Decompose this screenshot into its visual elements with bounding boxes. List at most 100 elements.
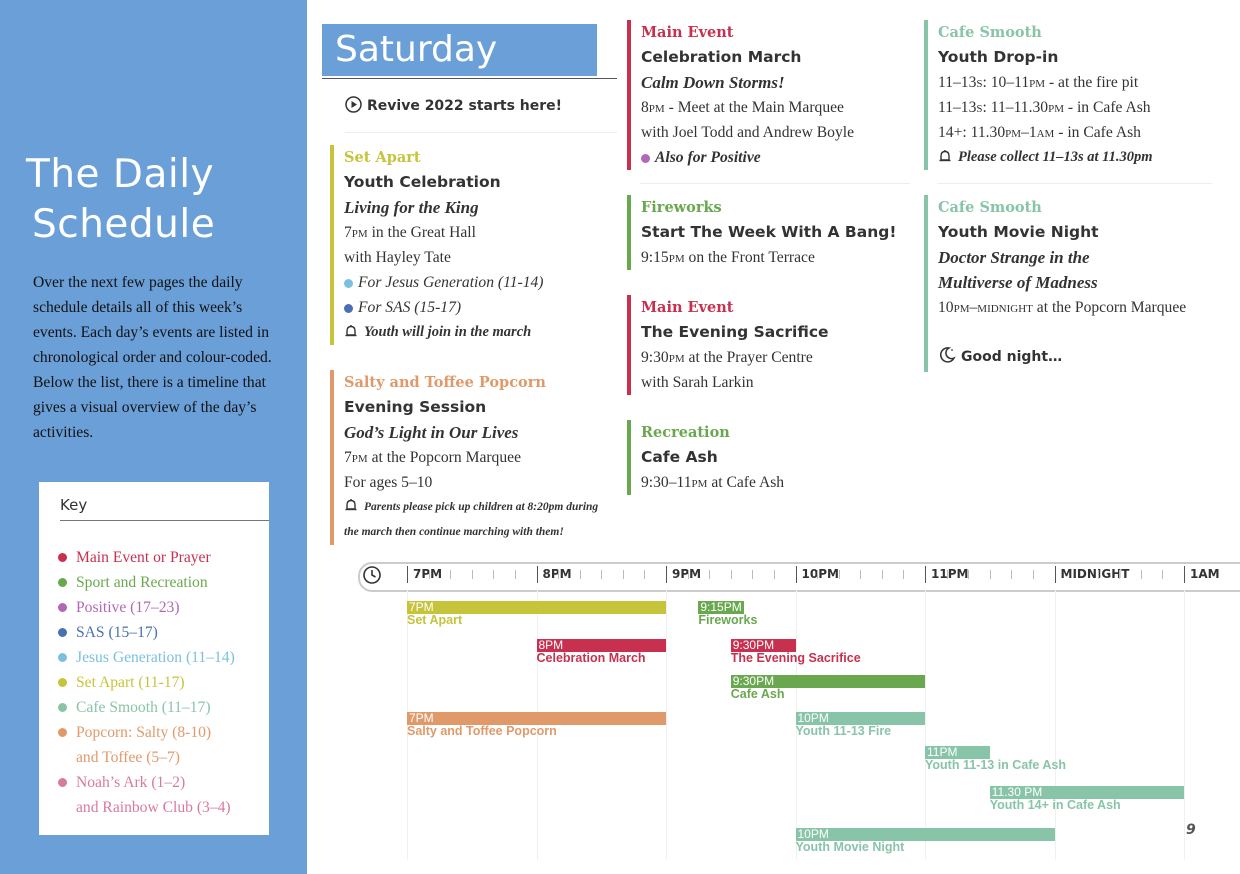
tick-label: 10PM bbox=[801, 567, 839, 581]
key-item: Set Apart (11-17) bbox=[57, 670, 235, 695]
audience-line: For SAS (15-17) bbox=[344, 295, 614, 320]
note-text: Youth will join in the march bbox=[364, 324, 532, 340]
moon-icon bbox=[939, 347, 956, 363]
key-label: Cafe Smooth (11–17) bbox=[76, 699, 211, 716]
audience-dot bbox=[641, 154, 650, 163]
event-host: with Sarah Larkin bbox=[641, 374, 754, 391]
goodnight-text: Good night… bbox=[961, 349, 1063, 365]
note-text: Parents please pick up children at 8:20p… bbox=[364, 501, 599, 513]
tick-major bbox=[1184, 566, 1185, 583]
schedule-time: 11–13s: 10–11pm bbox=[938, 74, 1046, 91]
tick-label: 9PM bbox=[672, 567, 702, 581]
timeline-bar bbox=[698, 601, 744, 614]
timeline-bar bbox=[730, 639, 796, 652]
event-title: Start The Week With A Bang! bbox=[641, 223, 897, 241]
event-place: at the Prayer Centre bbox=[684, 349, 813, 366]
event-category: Cafe Smooth bbox=[938, 24, 1042, 41]
divider bbox=[937, 183, 1212, 184]
key-item: Positive (17–23) bbox=[57, 595, 235, 620]
event-category: Salty and Toffee Popcorn bbox=[344, 374, 546, 391]
event-title: Youth Drop-in bbox=[938, 48, 1059, 66]
bar-label: Fireworks bbox=[698, 613, 758, 627]
key-color-dot bbox=[58, 553, 67, 562]
bar-time: 10PM bbox=[797, 827, 829, 841]
key-label: Set Apart (11-17) bbox=[76, 674, 185, 691]
timeline-bar bbox=[795, 828, 1055, 841]
event-time-place: 9:30–11pm at Cafe Ash bbox=[641, 470, 911, 495]
bar-time: 11PM bbox=[927, 745, 958, 759]
key-list: Main Event or Prayer Sport and Recreation… bbox=[57, 545, 235, 820]
event-fireworks: Fireworks Start The Week With A Bang! 9:… bbox=[627, 195, 911, 270]
schedule-line: 11–13s: 10–11pm - at the fire pit bbox=[938, 70, 1223, 95]
key-color-dot bbox=[58, 603, 67, 612]
divider bbox=[345, 132, 617, 133]
bar-time: 7PM bbox=[409, 600, 434, 614]
schedule-time: 14+: 11.30pm–1am bbox=[938, 124, 1055, 141]
key-label: Jesus Generation (11–14) bbox=[76, 649, 235, 666]
schedule-line: 11–13s: 11–11.30pm - in Cafe Ash bbox=[938, 95, 1223, 120]
grid-line bbox=[925, 590, 926, 860]
start-text: Revive 2022 starts here! bbox=[367, 98, 563, 114]
tick-major bbox=[1054, 566, 1056, 583]
title-line-1: The Daily bbox=[26, 152, 215, 197]
audience-line: Also for Positive bbox=[641, 145, 911, 170]
schedule-time: 11–13s: 11–11.30pm bbox=[938, 99, 1064, 116]
bar-label: Cafe Ash bbox=[730, 687, 785, 701]
grid-line bbox=[536, 590, 538, 860]
event-category: Fireworks bbox=[641, 199, 722, 216]
key-color-dot bbox=[58, 678, 67, 687]
tick-minor bbox=[709, 570, 711, 579]
event-youth-movie-night: Cafe Smooth Youth Movie Night Doctor Str… bbox=[924, 195, 1223, 372]
event-time-place: 9:30pm at the Prayer Centre bbox=[641, 345, 911, 370]
tick-minor bbox=[752, 570, 754, 579]
event-ages: For ages 5–10 bbox=[344, 474, 433, 491]
event-subtitle: Doctor Strange in the bbox=[938, 248, 1090, 267]
event-title: Cafe Ash bbox=[641, 448, 718, 466]
key-label: Main Event or Prayer bbox=[76, 549, 211, 566]
event-category: Set Apart bbox=[344, 149, 421, 166]
schedule-place: - in Cafe Ash bbox=[1054, 124, 1141, 141]
event-time: 9:30–11pm bbox=[641, 474, 708, 491]
tick-minor bbox=[1097, 570, 1099, 579]
tick-minor bbox=[817, 570, 819, 579]
event-host: with Joel Todd and Andrew Boyle bbox=[641, 124, 855, 141]
clock-icon bbox=[363, 566, 381, 584]
bar-time: 9:15PM bbox=[700, 600, 742, 614]
event-host: with Hayley Tate bbox=[344, 249, 451, 266]
grid-line bbox=[1054, 590, 1056, 860]
day-divider bbox=[322, 78, 617, 79]
bar-label: Youth 14+ in Cafe Ash bbox=[989, 798, 1121, 812]
key-color-dot bbox=[58, 628, 67, 637]
page-title: The Daily Schedule bbox=[26, 150, 215, 250]
event-title: The Evening Sacrifice bbox=[641, 323, 829, 341]
play-icon bbox=[345, 96, 362, 113]
bar-label: Youth Movie Night bbox=[795, 840, 905, 854]
page-number: 9 bbox=[1186, 822, 1196, 838]
key-label: Positive (17–23) bbox=[76, 599, 180, 616]
event-place: at Cafe Ash bbox=[707, 474, 785, 491]
key-item: Popcorn: Salty (8-10) bbox=[57, 720, 235, 745]
bar-label: The Evening Sacrifice bbox=[730, 651, 861, 665]
tick-minor bbox=[644, 570, 646, 579]
event-time: 7pm bbox=[344, 449, 368, 466]
bar-time: 10PM bbox=[797, 711, 829, 725]
schedule-place: - in Cafe Ash bbox=[1063, 99, 1151, 116]
event-title: Evening Session bbox=[344, 398, 487, 416]
event-place: on the Front Terrace bbox=[684, 249, 815, 266]
key-color-dot bbox=[58, 653, 67, 662]
tick-minor bbox=[471, 570, 473, 579]
tick-minor bbox=[1162, 570, 1164, 579]
event-category: Main Event bbox=[641, 24, 734, 41]
tick-minor bbox=[514, 570, 516, 579]
bar-label: Salty and Toffee Popcorn bbox=[407, 724, 557, 738]
timeline-bar bbox=[795, 712, 925, 725]
timeline-axis bbox=[358, 562, 1240, 592]
schedule-line: 14+: 11.30pm–1am - in Cafe Ash bbox=[938, 120, 1223, 145]
audience-line: For Jesus Generation (11-14) bbox=[344, 270, 614, 295]
bell-icon bbox=[939, 150, 951, 162]
tick-major bbox=[407, 566, 408, 583]
tick-major bbox=[795, 566, 797, 583]
timeline-bar bbox=[989, 786, 1184, 799]
event-time: 10pm–midnight bbox=[938, 299, 1033, 316]
event-category: Recreation bbox=[641, 424, 730, 441]
